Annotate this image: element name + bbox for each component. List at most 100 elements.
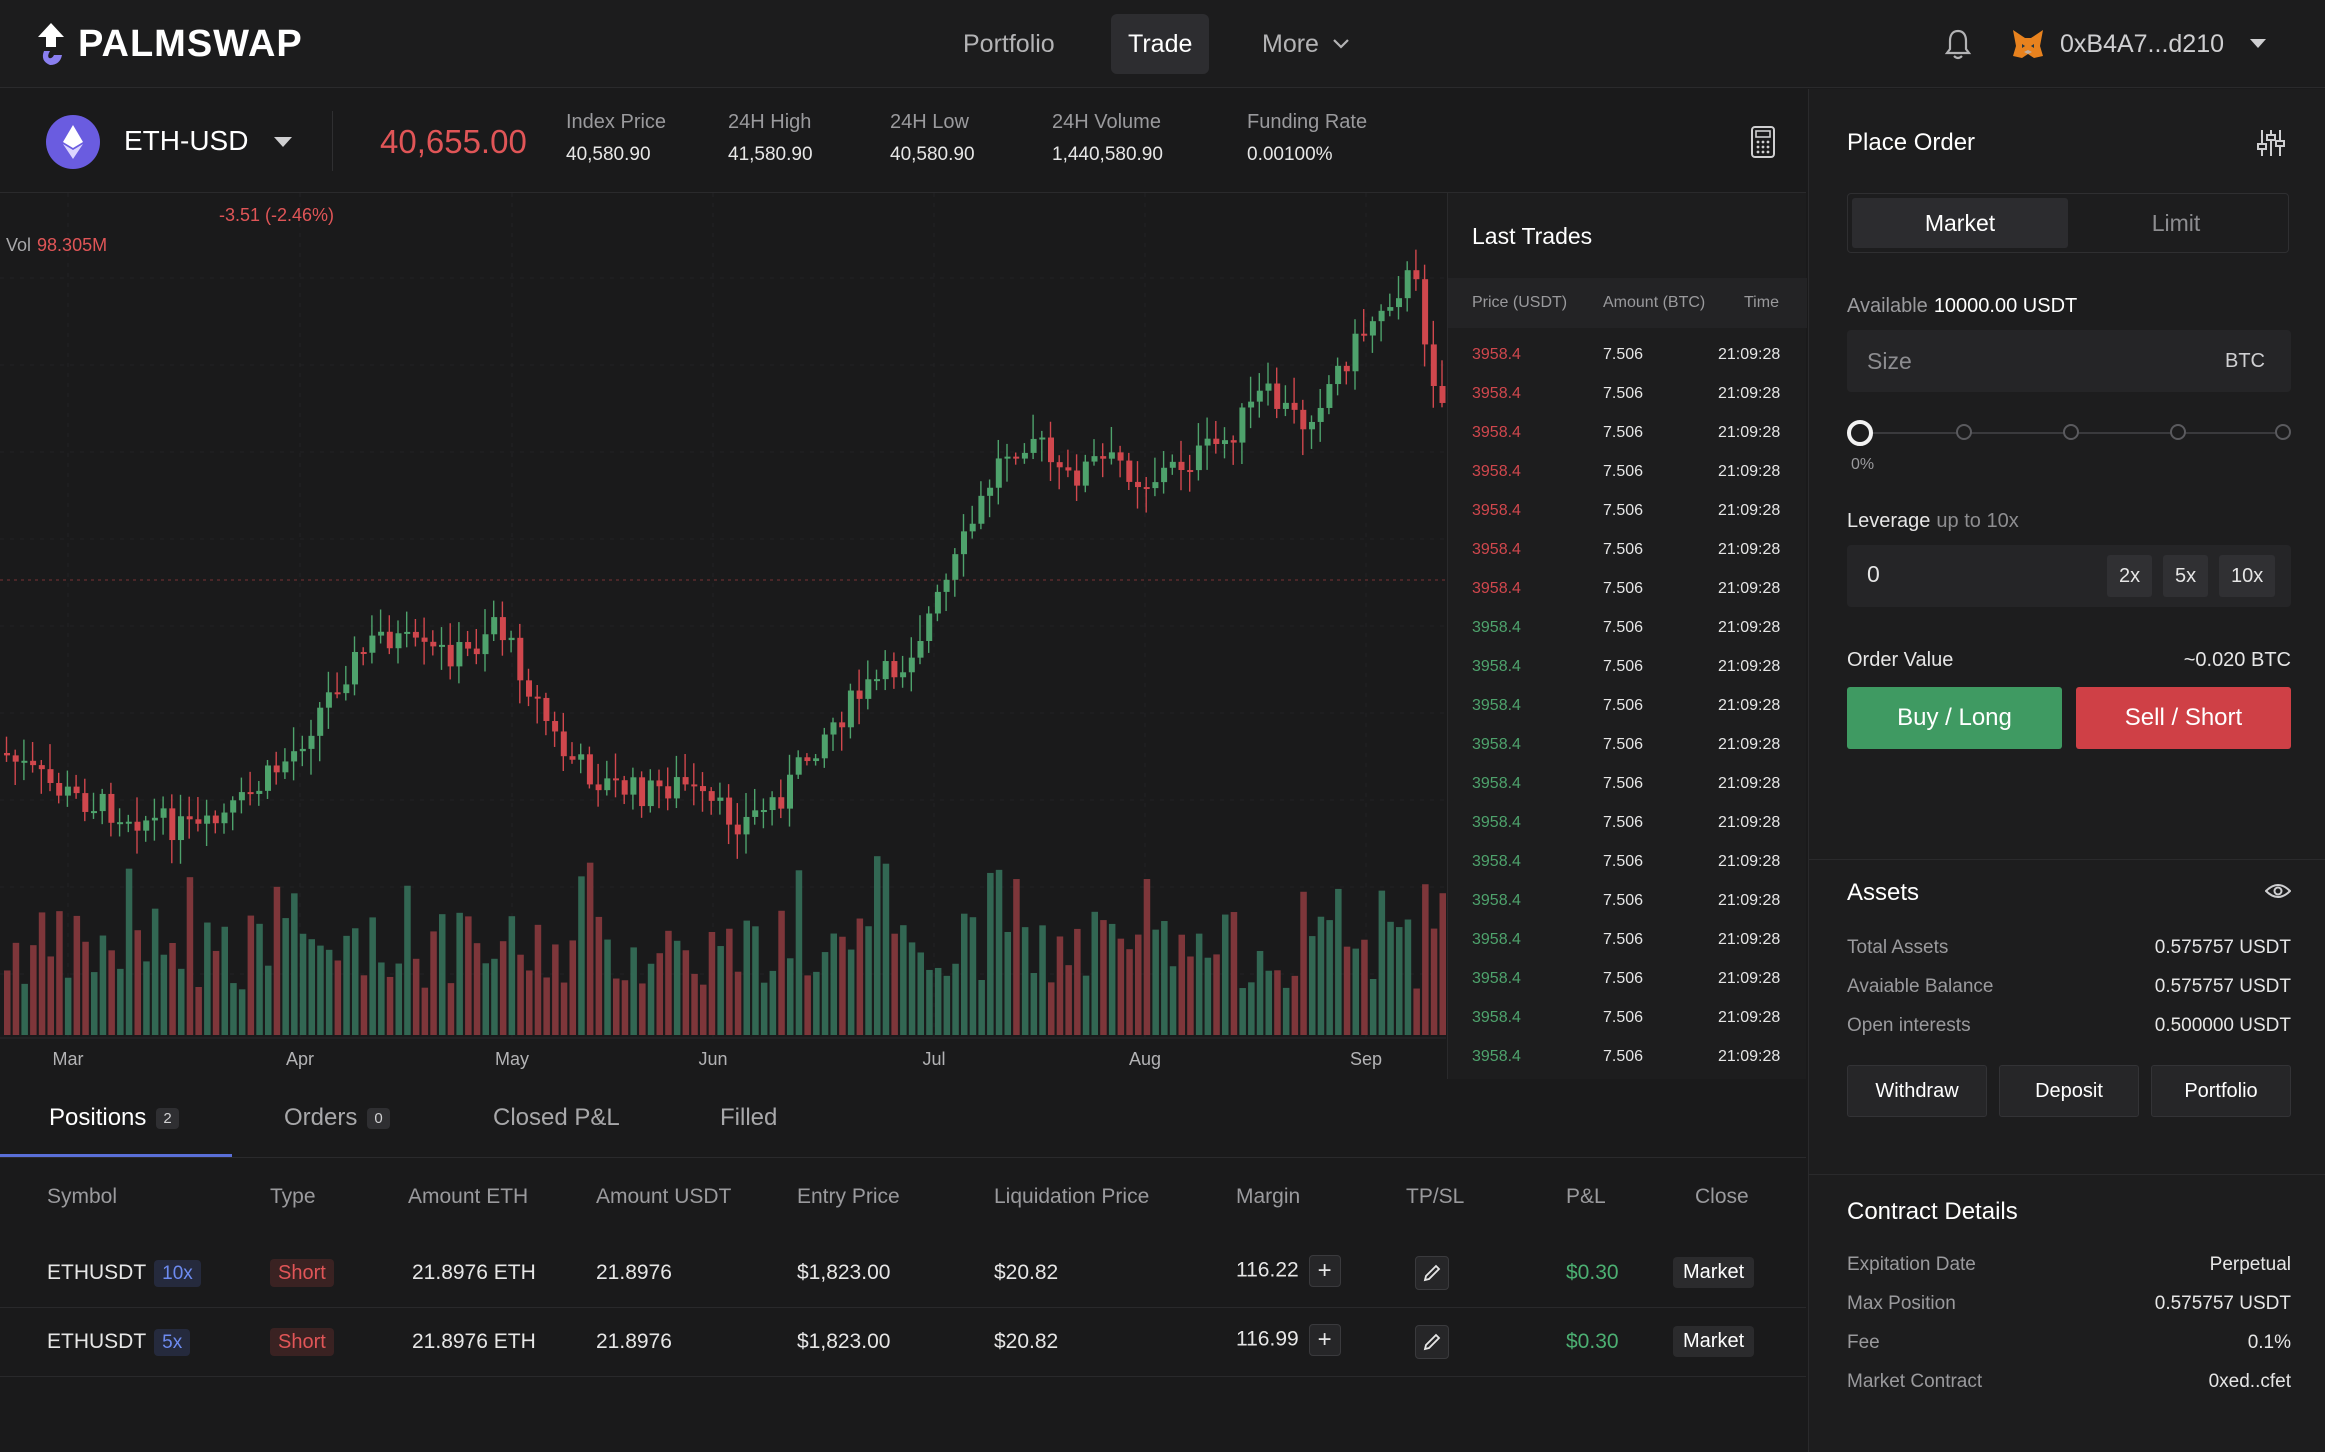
volume-bar (299, 933, 307, 1035)
symbol-text: ETHUSDT (47, 1261, 147, 1284)
contract-key: Market Contract (1847, 1371, 1983, 1392)
tab-filled[interactable]: Filled (720, 1104, 777, 1132)
settings-sliders-icon[interactable] (2255, 127, 2287, 159)
bell-icon[interactable] (1944, 28, 1972, 60)
volume-bar (421, 987, 429, 1035)
tab-positions[interactable]: Positions 2 (49, 1104, 179, 1132)
withdraw-button[interactable]: Withdraw (1847, 1065, 1987, 1117)
volume-bar (586, 862, 594, 1035)
market-symbol[interactable]: ETH-USD (124, 125, 249, 156)
tab-closed-pnl[interactable]: Closed P&L (493, 1104, 620, 1132)
candle-body (552, 721, 559, 732)
buy-long-button[interactable]: Buy / Long (1847, 687, 2062, 749)
trade-price: 3958.4 (1472, 814, 1521, 831)
x-axis-month-label: Apr (286, 1049, 314, 1069)
trade-amount: 7.506 (1603, 502, 1644, 519)
candle-body (21, 760, 28, 763)
slider-handle[interactable] (1847, 420, 1873, 446)
candle-body (447, 644, 454, 667)
trade-time: 21:09:28 (1718, 814, 1781, 831)
last-trades-panel: Last Trades Price (USDT) Amount (BTC) Ti… (1447, 193, 1807, 1079)
trade-row: 3958.4 7.506 21:09:28 (1448, 375, 1807, 414)
volume-bar (1378, 890, 1386, 1035)
candle-body (491, 617, 498, 635)
slider-step-100[interactable] (2275, 424, 2291, 440)
tab-market[interactable]: Market (1852, 198, 2068, 248)
volume-bar (291, 893, 298, 1035)
candle-body (856, 690, 863, 699)
candle-body (378, 631, 385, 636)
price-chart[interactable]: Mar Apr May Jun Jul Aug Sep -3.51 (-2.46%) Vol… (0, 193, 1446, 1079)
candlestick-chart-svg[interactable]: Mar Apr May Jun Jul Aug Sep (0, 193, 1446, 1079)
symbol-dropdown-caret-icon[interactable] (274, 137, 292, 149)
trade-time: 21:09:28 (1718, 385, 1781, 402)
trade-time: 21:09:28 (1718, 619, 1781, 636)
close-market-button[interactable]: Market (1673, 1326, 1755, 1357)
candle-body (169, 808, 176, 841)
slider-step-50[interactable] (2063, 424, 2079, 440)
candle-body (1230, 440, 1237, 443)
leverage-5x-button[interactable]: 5x (2163, 555, 2209, 597)
nav-more[interactable]: More (1245, 14, 1366, 74)
stat-label: 24H Low (890, 111, 969, 133)
x-axis-month-label: Mar (53, 1049, 84, 1069)
eye-icon[interactable] (2265, 882, 2291, 900)
tab-limit[interactable]: Limit (2151, 210, 2201, 236)
volume-bar (526, 970, 533, 1035)
volume-bar (238, 989, 246, 1035)
add-margin-button[interactable]: + (1308, 1255, 1341, 1287)
contract-value: 0xed..cfet (2208, 1371, 2291, 1392)
sell-short-button[interactable]: Sell / Short (2076, 687, 2291, 749)
close-market-button[interactable]: Market (1673, 1257, 1755, 1288)
trade-amount: 7.506 (1603, 541, 1644, 558)
leverage-value: 0 (1867, 561, 1880, 587)
volume-bar (256, 923, 263, 1035)
trade-row: 3958.4 7.506 21:09:28 (1448, 882, 1807, 921)
candle-body (682, 777, 689, 785)
nav-portfolio[interactable]: Portfolio (963, 30, 1055, 58)
trade-time: 21:09:28 (1718, 697, 1781, 714)
leverage-label: Leverage up to 10x (1847, 510, 2019, 533)
add-margin-button[interactable]: + (1308, 1324, 1341, 1356)
slider-step-75[interactable] (2170, 424, 2186, 440)
deposit-button[interactable]: Deposit (1999, 1065, 2139, 1117)
candle-body (47, 769, 54, 783)
candle-body (839, 722, 846, 728)
volume-bar (195, 987, 202, 1035)
last-trades-title: Last Trades (1472, 223, 1593, 249)
volume-bar (647, 963, 655, 1035)
portfolio-button[interactable]: Portfolio (2151, 1065, 2291, 1117)
tab-orders[interactable]: Orders 0 (284, 1104, 390, 1132)
candle-body (804, 757, 811, 762)
trade-row: 3958.4 7.506 21:09:28 (1448, 1038, 1807, 1077)
trade-row: 3958.4 7.506 21:09:28 (1448, 570, 1807, 609)
leverage-input[interactable]: 0 2x 5x 10x (1847, 545, 2291, 607)
volume-bar (1274, 970, 1281, 1035)
volume-bar (508, 916, 516, 1035)
assets-key: Total Assets (1847, 937, 1949, 958)
edit-tpsl-button[interactable] (1415, 1256, 1449, 1290)
candle-body (12, 755, 19, 762)
stat-funding-rate: Funding Rate 0.00100% (1247, 111, 1367, 166)
calculator-icon[interactable] (1750, 125, 1776, 159)
volume-bar (726, 928, 733, 1035)
volume-bar (265, 965, 272, 1035)
position-liquidation-price: $20.82 (994, 1261, 1059, 1284)
edit-tpsl-button[interactable] (1415, 1325, 1449, 1359)
size-input[interactable]: Size BTC (1847, 330, 2291, 392)
candle-body (978, 495, 985, 524)
tab-count: 2 (156, 1107, 179, 1129)
trade-time: 21:09:28 (1718, 502, 1781, 519)
slider-step-25[interactable] (1956, 424, 1972, 440)
logo[interactable]: PALMSWAP (34, 20, 303, 68)
leverage-2x-button[interactable]: 2x (2107, 555, 2153, 597)
price-change: -3.51 (-2.46%) (219, 205, 335, 225)
x-axis-month-label: May (495, 1049, 529, 1069)
assets-value: 0.500000 USDT (2154, 1015, 2291, 1036)
nav-trade[interactable]: Trade (1111, 14, 1210, 74)
volume-bar (1178, 934, 1185, 1035)
leverage-10x-button[interactable]: 10x (2219, 555, 2276, 597)
wallet-button[interactable]: 0xB4A7...d210 (2010, 22, 2267, 66)
volume-bar (691, 973, 698, 1035)
candle-body (917, 640, 924, 658)
